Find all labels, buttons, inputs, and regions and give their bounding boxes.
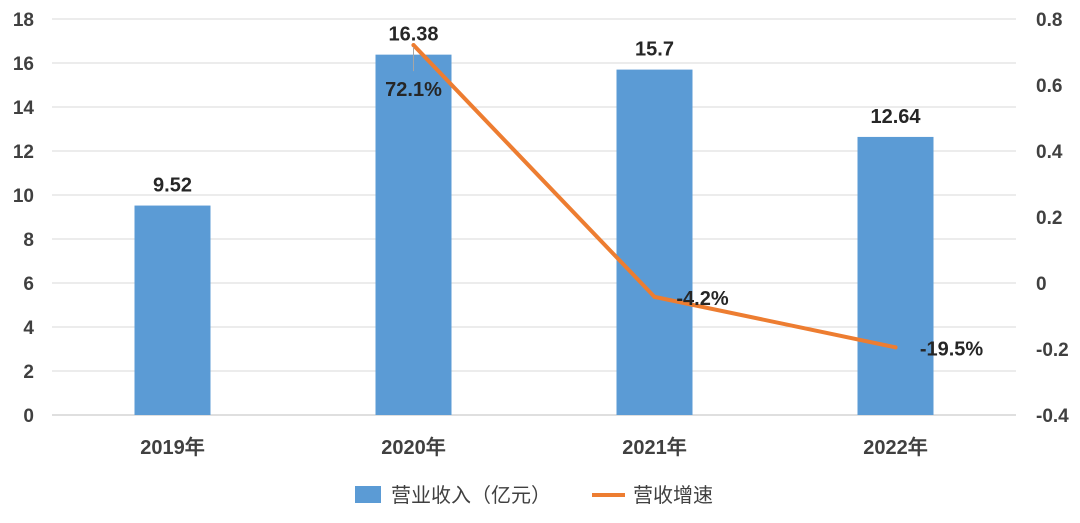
right-tick-label: 0: [1036, 274, 1047, 295]
bar: [616, 69, 693, 415]
left-tick-label: 10: [13, 186, 34, 207]
left-tick-label: 4: [23, 318, 34, 339]
growth-point: [893, 345, 898, 350]
bar-value-label: 12.64: [870, 106, 921, 128]
bar: [857, 136, 934, 416]
data-labels: 9.52 16.38 15.7 12.64 72.1% -4.2% -19.5%: [153, 24, 983, 361]
right-tick-label: -0.4: [1036, 406, 1069, 427]
left-tick-label: 14: [13, 98, 35, 119]
right-tick-label: -0.2: [1036, 340, 1069, 361]
bar-series: [134, 54, 934, 416]
x-tick-label: 2020年: [381, 435, 446, 459]
legend-line-label: 营收增速: [633, 483, 713, 507]
growth-value-label: -19.5%: [920, 338, 984, 360]
left-tick-label: 16: [13, 54, 34, 75]
legend-bar-swatch: [355, 486, 381, 503]
x-axis: 2019年 2020年 2021年 2022年: [140, 435, 928, 459]
bar-value-label: 15.7: [635, 39, 674, 61]
left-tick-label: 18: [13, 10, 34, 31]
legend: 营业收入（亿元） 营收增速: [355, 483, 713, 507]
left-axis: 0 2 4 6 8 10 12 14 16 18: [13, 10, 35, 427]
left-tick-label: 6: [23, 274, 34, 295]
right-tick-label: 0.4: [1036, 142, 1063, 163]
left-tick-label: 0: [23, 406, 34, 427]
legend-bar-label: 营业收入（亿元）: [391, 483, 551, 507]
bar: [134, 205, 211, 415]
right-tick-label: 0.8: [1036, 10, 1062, 31]
growth-value-label: -4.2%: [676, 288, 728, 310]
right-axis: -0.4 -0.2 0 0.2 0.4 0.6 0.8: [1036, 10, 1069, 427]
bar-value-label: 16.38: [388, 24, 438, 46]
bar-value-label: 9.52: [153, 175, 192, 197]
left-tick-label: 12: [13, 142, 34, 163]
left-tick-label: 2: [23, 362, 34, 383]
right-tick-label: 0.6: [1036, 76, 1062, 97]
x-tick-label: 2021年: [622, 435, 687, 459]
line-series: [411, 43, 898, 350]
growth-point: [652, 294, 657, 299]
x-tick-label: 2019年: [140, 435, 205, 459]
x-tick-label: 2022年: [863, 435, 928, 459]
growth-point: [411, 43, 416, 48]
growth-value-label: 72.1%: [385, 79, 442, 101]
bar: [375, 54, 452, 415]
left-tick-label: 8: [23, 230, 34, 251]
gridlines: [52, 18, 1016, 416]
right-tick-label: 0.2: [1036, 208, 1062, 229]
